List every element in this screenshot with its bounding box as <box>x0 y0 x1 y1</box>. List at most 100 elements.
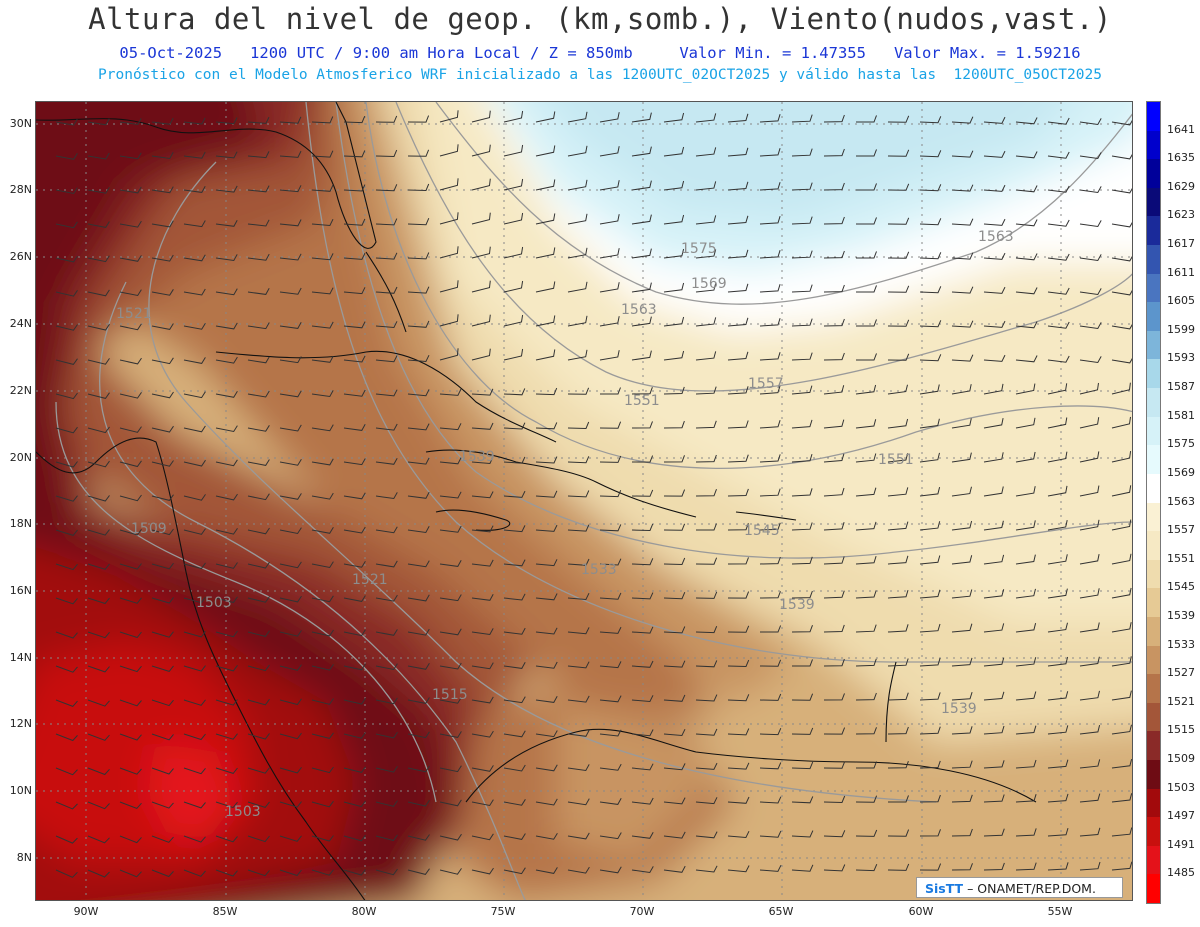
wind-barb <box>535 387 558 396</box>
wind-barb <box>87 529 110 536</box>
wind-barb <box>439 696 462 704</box>
wind-barb <box>727 386 749 395</box>
colorbar-swatch <box>1147 102 1160 132</box>
colorbar-swatch <box>1147 788 1160 818</box>
wind-barb <box>855 453 877 463</box>
wind-barb <box>503 246 524 259</box>
wind-barb <box>183 562 206 570</box>
wind-barb <box>1111 485 1132 497</box>
wind-barb <box>535 349 556 361</box>
wind-barb <box>1047 554 1068 565</box>
wind-barb <box>119 801 142 809</box>
wind-barb <box>823 795 846 804</box>
wind-barb <box>631 248 652 259</box>
colorbar-label: 1605 <box>1167 294 1195 308</box>
wind-barb <box>791 727 814 735</box>
wind-barb <box>855 419 877 429</box>
wind-barb <box>919 555 941 565</box>
wind-barb <box>151 835 174 843</box>
wind-barb <box>55 835 78 844</box>
wind-barb <box>791 182 813 191</box>
wind-barb <box>791 488 813 497</box>
wind-barb <box>823 864 846 872</box>
wind-barb <box>311 492 334 500</box>
wind-barb <box>247 356 270 364</box>
wind-barb <box>215 322 238 330</box>
contour-label: 1551 <box>878 452 914 468</box>
wind-barb <box>343 526 366 534</box>
wind-barb <box>503 144 524 157</box>
wind-barb <box>695 626 718 634</box>
wind-barb <box>279 835 302 842</box>
wind-barb <box>631 180 652 191</box>
wind-barb <box>663 420 685 429</box>
wind-barb <box>951 116 974 124</box>
wind-barb <box>695 660 718 668</box>
wind-barb <box>439 560 462 567</box>
wind-barb <box>343 697 366 705</box>
wind-barb <box>343 869 366 876</box>
wind-barb <box>599 695 622 703</box>
lat-label: 14N <box>9 651 32 664</box>
wind-barb <box>951 354 974 362</box>
wind-barb <box>1047 588 1068 599</box>
wind-barb <box>407 526 430 534</box>
wind-barb <box>535 730 558 738</box>
map-title: Altura del nivel de geop. (km,somb.), Vi… <box>88 2 1112 36</box>
wind-barb <box>759 216 781 225</box>
wind-barb <box>215 835 238 843</box>
wind-barb <box>183 665 206 672</box>
wind-barb <box>791 693 814 701</box>
colorbar-label: 1599 <box>1167 322 1195 336</box>
wind-barb <box>407 799 430 807</box>
colorbar-label: 1563 <box>1167 494 1195 508</box>
wind-barb <box>631 866 654 874</box>
wind-barb <box>151 597 174 604</box>
wind-barb <box>503 799 526 806</box>
wind-barb <box>887 658 909 667</box>
wind-barb <box>1047 656 1069 667</box>
wind-barb <box>1047 862 1069 871</box>
wind-barb <box>983 486 1004 497</box>
lat-label: 16N <box>9 584 32 597</box>
wind-barb <box>375 731 398 739</box>
wind-barb <box>439 662 462 670</box>
wind-barb <box>1015 691 1037 701</box>
wind-barb <box>183 322 206 330</box>
wind-barb <box>791 625 813 633</box>
wind-barb <box>1015 321 1038 329</box>
wind-barb <box>759 284 781 293</box>
wind-barb <box>1079 382 1099 395</box>
wind-barb <box>55 699 78 707</box>
wind-barb <box>215 528 238 535</box>
wind-barb <box>375 423 398 431</box>
wind-barb <box>407 252 430 260</box>
wind-barb <box>759 762 782 770</box>
wind-barb <box>823 419 845 429</box>
wind-barb <box>215 117 238 125</box>
wind-barb <box>311 390 334 398</box>
wind-barb <box>567 247 588 259</box>
wind-barb <box>823 556 845 565</box>
wind-barb <box>791 318 813 327</box>
wind-barb <box>663 316 685 327</box>
wind-barb <box>1047 793 1069 803</box>
wind-barb <box>599 316 620 327</box>
wind-barb <box>311 595 334 603</box>
lat-label: 20N <box>9 451 32 464</box>
wind-barb <box>343 184 366 192</box>
wind-barb <box>663 626 686 634</box>
wind-barb <box>183 117 206 125</box>
colorbar-swatch <box>1147 473 1160 503</box>
wind-barb <box>919 521 941 531</box>
wind-barb <box>87 460 110 468</box>
wind-barb <box>855 555 877 565</box>
wind-barb <box>760 625 782 633</box>
wind-barb <box>823 250 845 259</box>
wind-barb <box>87 358 110 365</box>
wind-barb <box>215 356 238 364</box>
wind-barb <box>695 694 718 702</box>
wind-barb <box>87 255 110 263</box>
wind-barb <box>919 354 942 362</box>
wind-barb <box>983 725 1005 735</box>
